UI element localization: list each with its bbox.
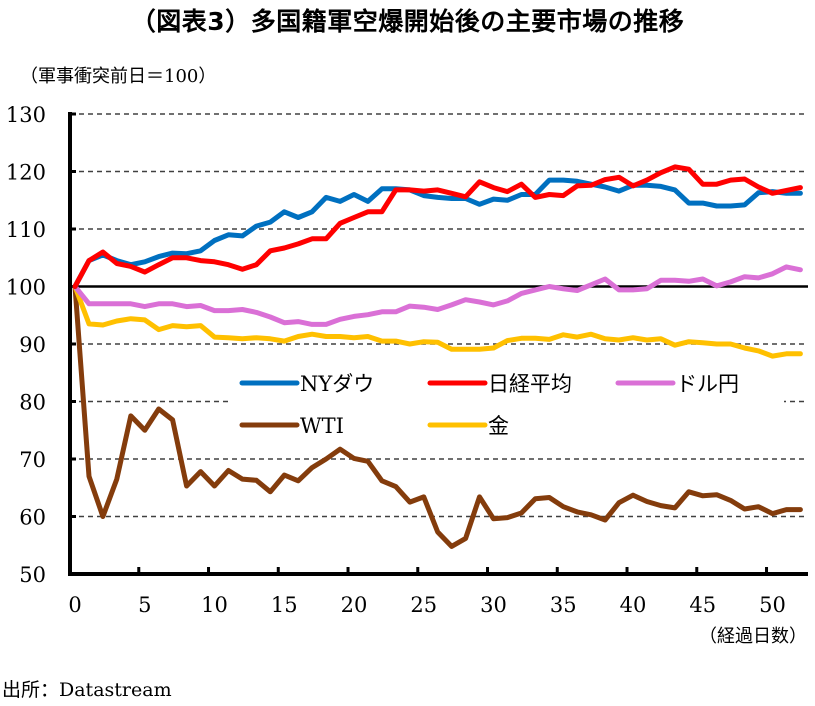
y-axis-unit-label: （軍事衝突前日＝100） bbox=[20, 66, 217, 87]
x-tick-label: 40 bbox=[620, 593, 647, 617]
legend-item: 金 bbox=[427, 414, 509, 438]
x-tick-label: 5 bbox=[138, 593, 151, 617]
legend-item: ドル円 bbox=[615, 372, 739, 396]
x-tick-label: 45 bbox=[689, 593, 716, 617]
y-tick-label: 70 bbox=[19, 448, 46, 472]
legend-label: 日経平均 bbox=[488, 372, 572, 396]
series-line-2 bbox=[72, 264, 803, 327]
legend-label: 金 bbox=[488, 414, 509, 438]
series-lines bbox=[72, 164, 803, 549]
series-line-4 bbox=[72, 284, 803, 359]
legend-label: ドル円 bbox=[676, 372, 739, 396]
legend: NYダウ 日経平均 ドル円 WTI 金 bbox=[232, 365, 784, 445]
legend-item: WTI bbox=[239, 414, 344, 438]
legend-background bbox=[232, 365, 784, 445]
y-tick-label: 120 bbox=[6, 161, 46, 185]
legend-item: NYダウ bbox=[239, 372, 374, 396]
series-line-0 bbox=[72, 177, 803, 289]
y-tick-label: 90 bbox=[19, 333, 46, 357]
x-axis-label: （経過日数） bbox=[699, 626, 807, 647]
legend-item: 日経平均 bbox=[427, 372, 572, 396]
axes: 130 120 110 100 90 80 70 60 50 0 5 10 15 20 25 30 35 40 45… bbox=[6, 103, 808, 617]
x-tick-label: 25 bbox=[410, 593, 437, 617]
y-tick-label: 130 bbox=[6, 103, 46, 127]
source-note: 出所：Datastream bbox=[2, 679, 172, 701]
series-line-3 bbox=[72, 284, 803, 549]
x-tick-label: 10 bbox=[201, 593, 228, 617]
y-tick-label: 80 bbox=[19, 391, 46, 415]
x-tick-label: 35 bbox=[550, 593, 577, 617]
x-tick-label: 15 bbox=[271, 593, 298, 617]
y-tick-label: 100 bbox=[6, 276, 46, 300]
y-tick-label: 60 bbox=[19, 506, 46, 530]
y-tick-label: 110 bbox=[6, 218, 46, 242]
x-tick-label: 50 bbox=[759, 593, 786, 617]
x-tick-label: 20 bbox=[341, 593, 368, 617]
legend-label: WTI bbox=[300, 414, 344, 438]
y-tick-label: 50 bbox=[19, 563, 46, 587]
x-tick-label: 0 bbox=[68, 593, 81, 617]
chart-title: （図表3）多国籍軍空爆開始後の主要市場の推移 bbox=[130, 7, 685, 36]
x-tick-label: 30 bbox=[480, 593, 507, 617]
series-line-1 bbox=[72, 164, 803, 289]
legend-label: NYダウ bbox=[300, 372, 374, 396]
